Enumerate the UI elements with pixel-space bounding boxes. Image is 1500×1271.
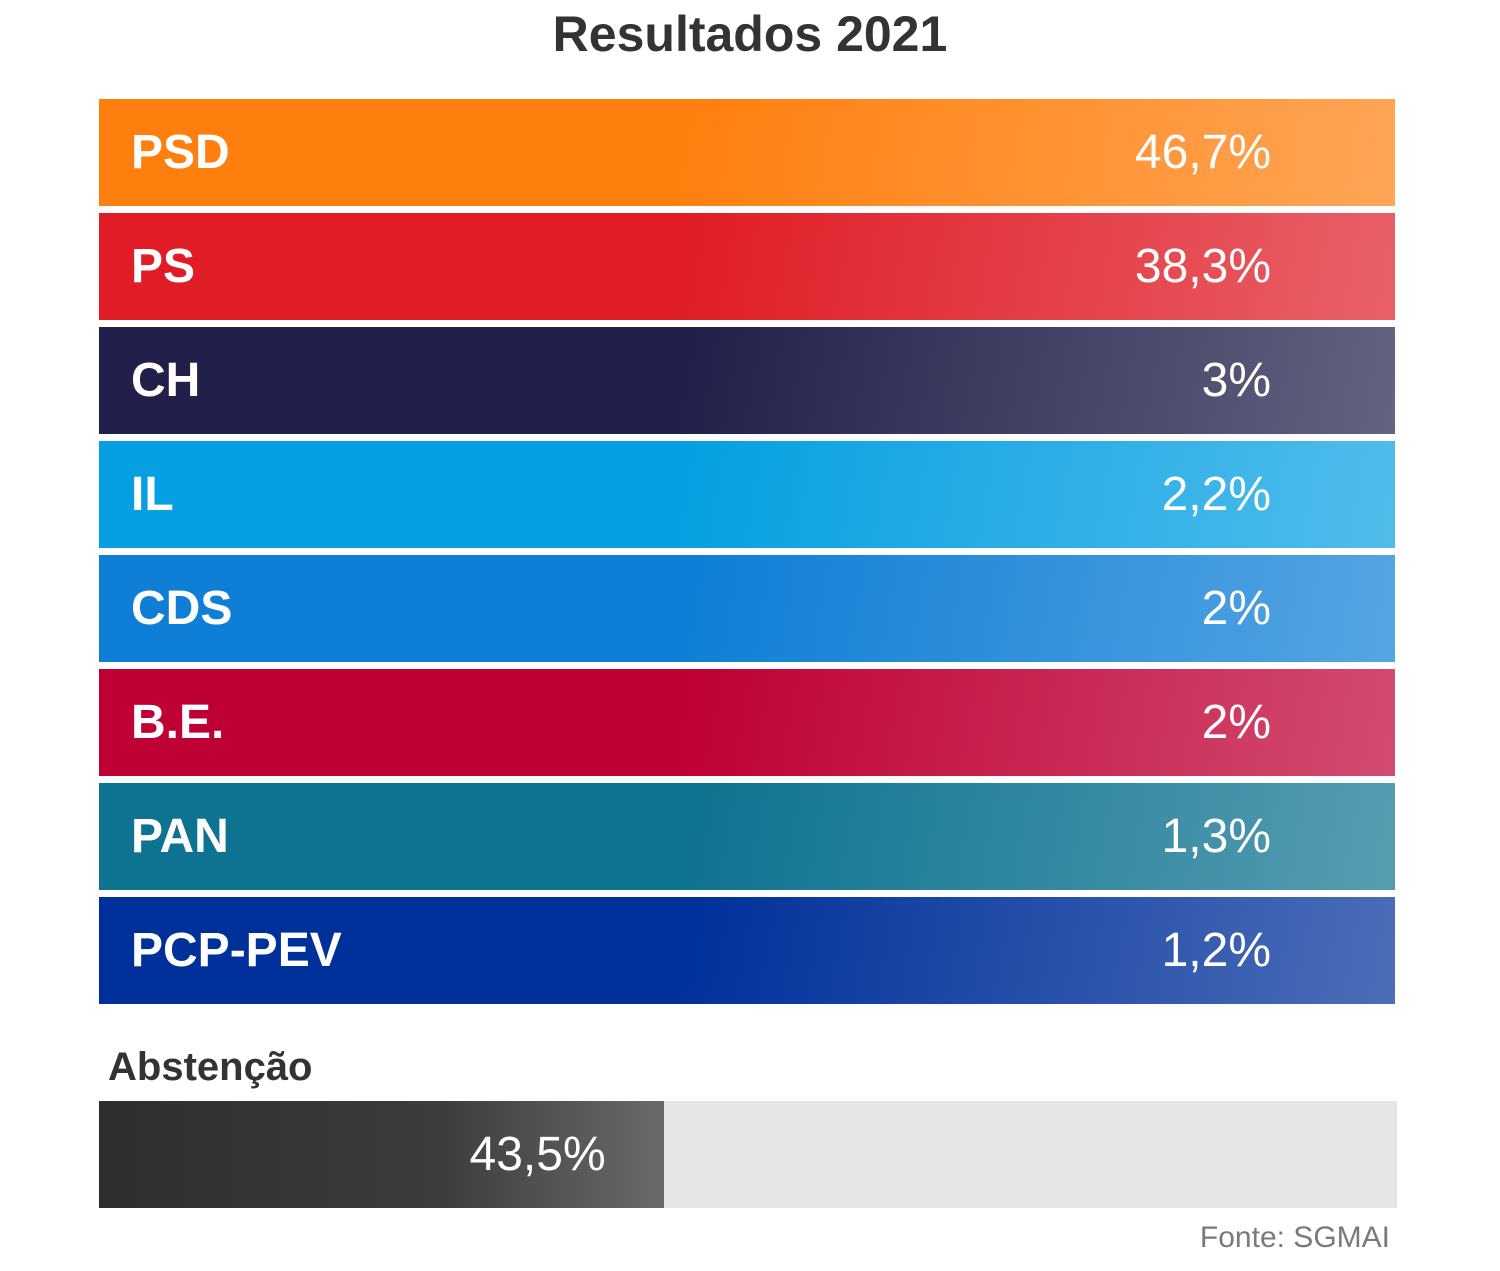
party-row: PAN 1,3% bbox=[99, 783, 1395, 890]
abstention-bar-fill: 43,5% bbox=[99, 1101, 664, 1208]
chart-title: Resultados 2021 bbox=[552, 6, 948, 62]
abstention-label: Abstenção bbox=[108, 1045, 313, 1089]
party-percentage: 2,2% bbox=[1161, 468, 1271, 521]
party-name: PCP-PEV bbox=[131, 924, 342, 977]
party-name: CH bbox=[131, 354, 201, 407]
party-row: IL 2,2% bbox=[99, 441, 1395, 548]
party-percentage: 2% bbox=[1201, 696, 1271, 749]
party-percentage: 3% bbox=[1201, 354, 1271, 407]
party-name: PS bbox=[131, 240, 196, 293]
party-name: PAN bbox=[131, 810, 229, 863]
party-row: PSD 46,7% bbox=[99, 99, 1395, 206]
party-row: CH 3% bbox=[99, 327, 1395, 434]
party-name: CDS bbox=[131, 582, 233, 635]
party-percentage: 38,3% bbox=[1134, 240, 1271, 293]
party-name: IL bbox=[131, 468, 174, 521]
abstention-value: 43,5% bbox=[469, 1128, 606, 1181]
source-note: Fonte: SGMAI bbox=[1199, 1221, 1390, 1254]
party-name: B.E. bbox=[131, 696, 225, 749]
party-row: PS 38,3% bbox=[99, 213, 1395, 320]
party-row: B.E. 2% bbox=[99, 669, 1395, 776]
party-percentage: 1,2% bbox=[1161, 924, 1271, 977]
party-row: PCP-PEV 1,2% bbox=[99, 897, 1395, 1004]
party-name: PSD bbox=[131, 126, 230, 179]
party-percentage: 2% bbox=[1201, 582, 1271, 635]
party-row: CDS 2% bbox=[99, 555, 1395, 662]
results-list: PSD 46,7% PS 38,3% CH 3% IL 2,2% CDS 2% B.E. 2% PAN 1… bbox=[99, 99, 1395, 1011]
party-percentage: 46,7% bbox=[1134, 126, 1271, 179]
abstention-bar-track: 43,5% bbox=[99, 1101, 1397, 1208]
party-percentage: 1,3% bbox=[1161, 810, 1271, 863]
